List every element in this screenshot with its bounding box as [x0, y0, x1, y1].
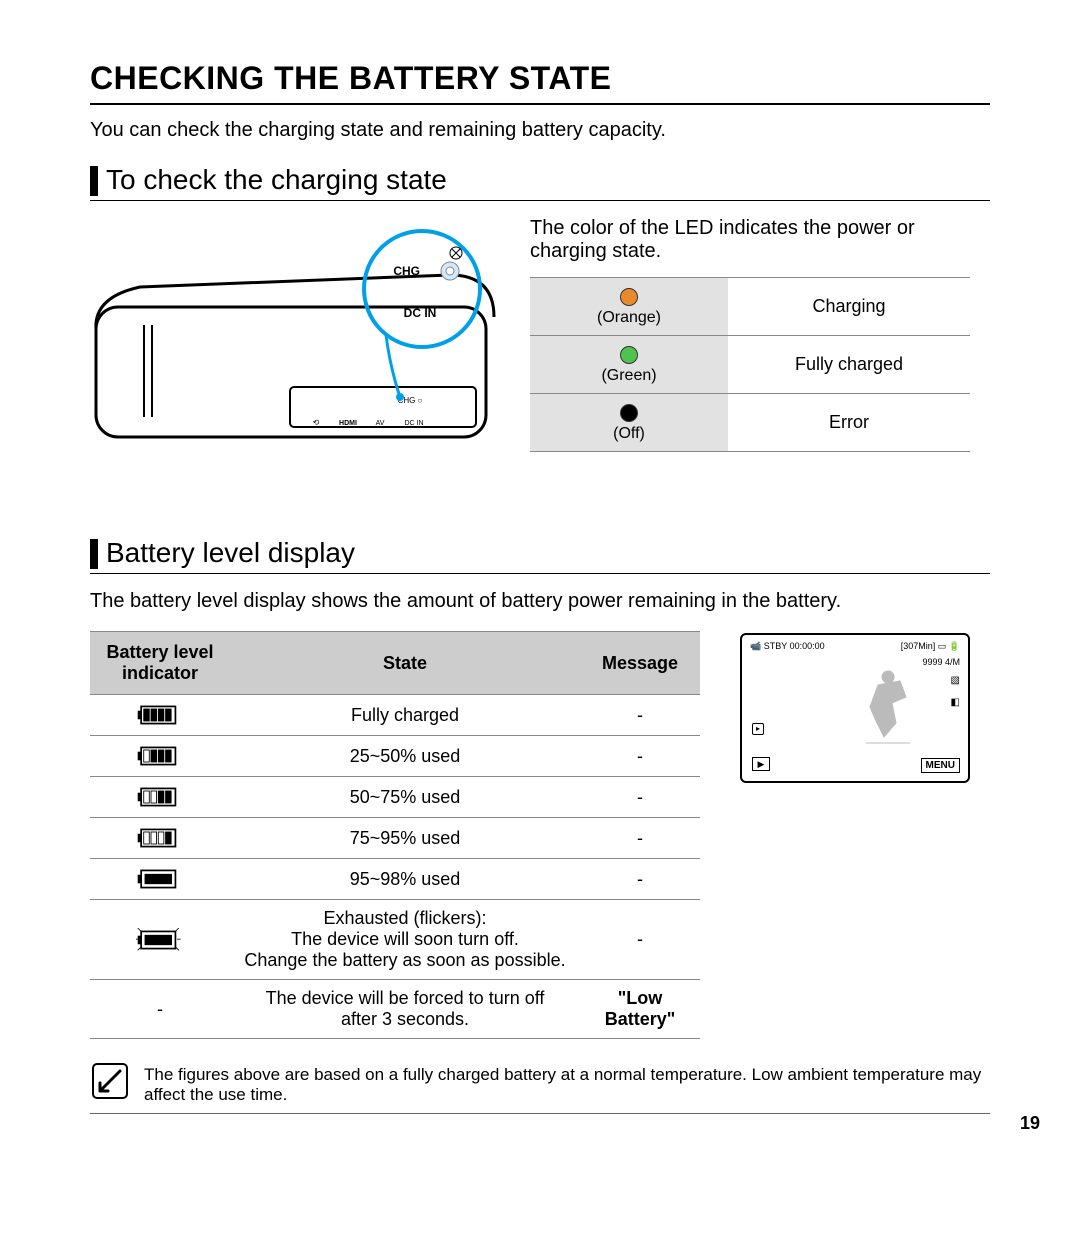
lcd-preview: 📹 STBY 00:00:00 [307Min] ▭ 🔋 9999 4/M ▧◧…: [740, 633, 970, 783]
svg-text:AV: AV: [376, 420, 385, 427]
note-text: The figures above are based on a fully c…: [144, 1065, 981, 1104]
preview-top-left: 📹 STBY 00:00:00: [750, 641, 825, 652]
section-charging-title: To check the charging state: [90, 164, 990, 201]
svg-text:HDMI: HDMI: [339, 420, 357, 427]
camera-illustration: ⟲ HDMI AV DC IN CHG ○ CHG DC IN: [90, 227, 510, 467]
led-row: (Green)Fully charged: [530, 336, 970, 394]
svg-text:DC IN: DC IN: [404, 306, 437, 320]
svg-text:CHG: CHG: [393, 264, 420, 278]
preview-play-icon: ▶: [752, 757, 770, 771]
col-state: State: [230, 632, 580, 695]
preview-indicator-icon: ▸: [752, 723, 764, 735]
battery-level-row: -The device will be forced to turn offaf…: [90, 980, 700, 1039]
intro-text: You can check the charging state and rem…: [90, 119, 990, 142]
note-icon: [90, 1061, 130, 1101]
led-row: (Orange)Charging: [530, 278, 970, 336]
battery-level-row: 75~95% used-: [90, 818, 700, 859]
col-indicator: Battery levelindicator: [90, 632, 230, 695]
preview-top-right: [307Min] ▭ 🔋: [901, 641, 960, 652]
page-number: 19: [1020, 1113, 1040, 1134]
col-message: Message: [580, 632, 700, 695]
battery-level-row: Exhausted (flickers):The device will soo…: [90, 900, 700, 980]
led-row: (Off)Error: [530, 394, 970, 452]
page-main-title: CHECKING THE BATTERY STATE: [90, 60, 990, 105]
camera-svg: ⟲ HDMI AV DC IN CHG ○ CHG DC IN: [90, 227, 510, 467]
svg-text:DC IN: DC IN: [404, 420, 423, 427]
battery-level-row: 95~98% used-: [90, 859, 700, 900]
svg-text:⟲: ⟲: [313, 418, 320, 427]
battery-level-intro: The battery level display shows the amou…: [90, 590, 990, 613]
preview-side-icons: ▧◧: [951, 675, 960, 708]
led-description: The color of the LED indicates the power…: [530, 217, 970, 263]
preview-sub-right: 9999 4/M: [922, 657, 960, 667]
skateboarder-icon: [848, 663, 928, 753]
battery-level-table: Battery levelindicator State Message Ful…: [90, 631, 700, 1039]
footnote: The figures above are based on a fully c…: [90, 1065, 990, 1114]
battery-level-row: 50~75% used-: [90, 777, 700, 818]
preview-menu-label: MENU: [921, 758, 960, 773]
battery-level-row: Fully charged-: [90, 695, 700, 736]
battery-level-row: Battery levelindicator State Message Ful…: [90, 631, 990, 1039]
led-state-table: (Orange)Charging(Green)Fully charged(Off…: [530, 277, 970, 452]
charging-block: ⟲ HDMI AV DC IN CHG ○ CHG DC IN The colo…: [90, 217, 990, 507]
battery-level-row: 25~50% used-: [90, 736, 700, 777]
section-battery-level-title: Battery level display: [90, 537, 990, 574]
